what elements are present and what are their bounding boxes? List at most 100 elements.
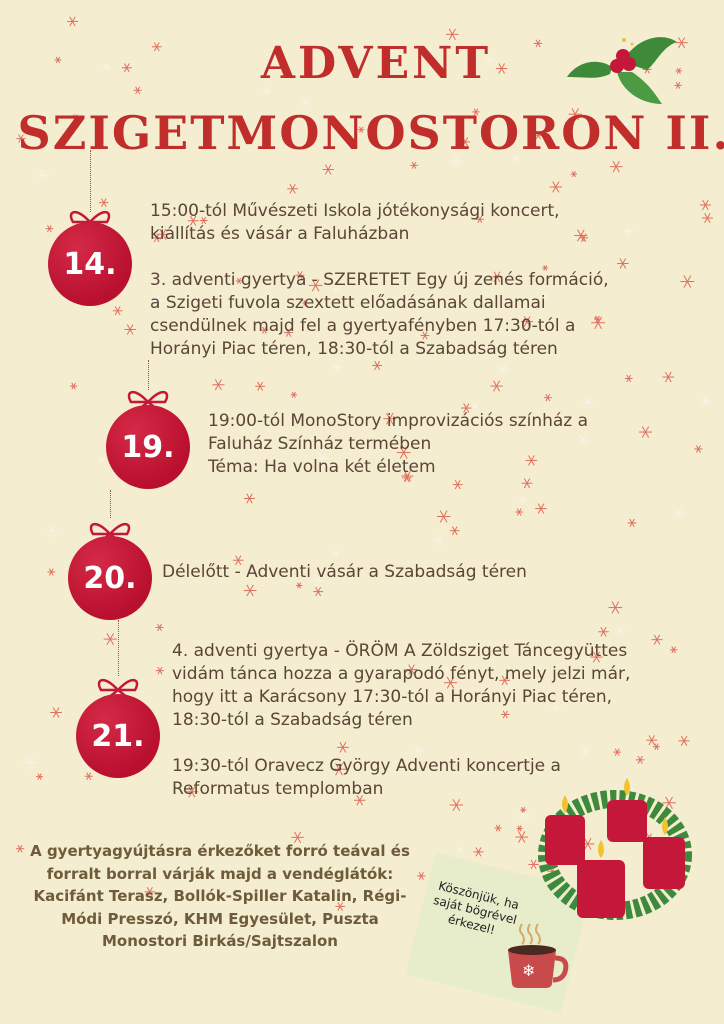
snowflake-icon bbox=[574, 229, 588, 242]
snowflake-icon bbox=[360, 46, 368, 53]
snowflake-icon bbox=[674, 81, 682, 89]
snowflake-icon bbox=[568, 108, 582, 121]
snowflake-icon bbox=[244, 493, 255, 504]
snowflake-icon bbox=[232, 555, 244, 566]
snowflake-icon bbox=[103, 64, 110, 70]
event-21-text: 4. adventi gyertya - ÖRÖM A Zöldsziget T… bbox=[172, 641, 631, 799]
snowflake-icon bbox=[515, 831, 529, 843]
bow-icon bbox=[69, 211, 111, 230]
snowflake-icon bbox=[484, 55, 497, 67]
snowflake-icon bbox=[651, 634, 663, 645]
snowflake-icon bbox=[673, 508, 685, 518]
snowflake-icon bbox=[491, 271, 503, 283]
snowflake-icon bbox=[72, 114, 79, 121]
snowflake-icon bbox=[353, 795, 366, 806]
snowflake-icon bbox=[401, 470, 414, 482]
snowflake-icon bbox=[652, 743, 660, 750]
snowflake-icon bbox=[627, 518, 637, 527]
snowflake-icon bbox=[311, 574, 325, 587]
snowflake-icon bbox=[36, 773, 43, 780]
snowflake-icon bbox=[412, 745, 425, 756]
snowflake-icon bbox=[332, 285, 341, 293]
snowflake-icon bbox=[662, 371, 675, 383]
snowflake-icon bbox=[533, 39, 543, 48]
snowflake-icon bbox=[367, 126, 375, 134]
bow-icon bbox=[97, 679, 139, 698]
snowflake-icon bbox=[639, 426, 652, 438]
snowflake-icon bbox=[112, 306, 123, 316]
ornament-string bbox=[110, 490, 111, 518]
svg-text:❄: ❄ bbox=[522, 961, 535, 980]
snowflake-icon bbox=[155, 666, 165, 675]
ornament-day-19: 19. bbox=[106, 405, 190, 489]
snowflake-icon bbox=[50, 707, 62, 718]
snowflake-icon bbox=[449, 798, 464, 812]
snowflake-icon bbox=[598, 626, 609, 637]
snowflake-icon bbox=[336, 741, 349, 753]
snowflake-icon bbox=[45, 225, 54, 233]
ornament-string bbox=[118, 620, 119, 676]
snowflake-icon bbox=[675, 37, 688, 49]
snowflake-icon bbox=[700, 395, 712, 406]
snowflake-icon bbox=[579, 746, 592, 758]
snowflake-icon bbox=[67, 16, 78, 27]
snowflake-icon bbox=[516, 810, 530, 822]
event-14-text: 15:00-tól Művészeti Iskola jótékonysági … bbox=[150, 201, 609, 359]
snowflake-icon bbox=[521, 316, 533, 327]
snowflake-icon bbox=[590, 651, 603, 663]
snowflake-icon bbox=[372, 360, 383, 370]
snowflake-icon bbox=[332, 362, 343, 373]
snowflake-icon bbox=[212, 379, 225, 391]
snowflake-icon bbox=[295, 582, 303, 589]
snowflake-icon bbox=[452, 480, 463, 490]
snowflake-icon bbox=[290, 391, 298, 398]
snowflake-icon bbox=[315, 452, 330, 465]
snowflake-icon bbox=[521, 478, 533, 489]
snowflake-icon bbox=[287, 183, 298, 194]
snowflake-icon bbox=[617, 258, 629, 269]
bow-icon bbox=[127, 391, 169, 410]
snowflake-icon bbox=[405, 664, 418, 675]
snowflake-icon bbox=[535, 503, 547, 514]
snowflake-icon bbox=[260, 326, 269, 334]
bow-icon bbox=[89, 523, 131, 542]
snowflake-icon bbox=[624, 374, 633, 383]
ornament-day-21: 21. bbox=[76, 694, 160, 778]
ornament-string bbox=[90, 150, 91, 212]
snowflake-icon bbox=[155, 623, 164, 632]
snowflake-icon bbox=[36, 169, 49, 181]
mug-icon: ❄ bbox=[508, 923, 569, 988]
snowflake-icon bbox=[70, 382, 78, 390]
snowflake-icon bbox=[576, 434, 590, 446]
snowflake-icon bbox=[331, 550, 339, 557]
snowflake-icon bbox=[335, 902, 345, 911]
snowflake-icon bbox=[621, 120, 630, 129]
snowflake-icon bbox=[543, 393, 552, 402]
snowflake-icon bbox=[417, 872, 426, 880]
snowflake-icon bbox=[473, 847, 484, 857]
snowflake-icon bbox=[694, 445, 703, 453]
snowflake-icon bbox=[235, 277, 243, 285]
snowflake-icon bbox=[46, 525, 59, 537]
snowflake-icon bbox=[308, 279, 323, 292]
snowflake-icon bbox=[609, 160, 623, 173]
snowflake-icon bbox=[151, 42, 162, 52]
snowflake-icon bbox=[383, 412, 397, 425]
snowflake-icon bbox=[16, 134, 26, 143]
title-line-2: SZIGETMONOSTORON II. bbox=[17, 106, 724, 160]
snowflake-icon bbox=[283, 328, 294, 337]
snowflake-icon bbox=[456, 846, 463, 853]
snowflake-icon bbox=[539, 291, 551, 302]
advent-wreath-icon bbox=[538, 778, 692, 920]
event-20-text: Délelőtt - Adventi vásár a Szabadság tér… bbox=[162, 562, 527, 582]
snowflake-icon bbox=[624, 227, 634, 236]
snowflake-icon bbox=[103, 633, 117, 646]
snowflake-icon bbox=[448, 155, 463, 168]
snowflake-icon bbox=[144, 887, 156, 897]
snowflake-icon bbox=[549, 181, 563, 193]
snowflake-icon bbox=[551, 703, 562, 712]
snowflake-icon bbox=[357, 126, 365, 133]
snowflake-icon bbox=[528, 859, 539, 870]
snowflake-icon bbox=[322, 164, 334, 175]
